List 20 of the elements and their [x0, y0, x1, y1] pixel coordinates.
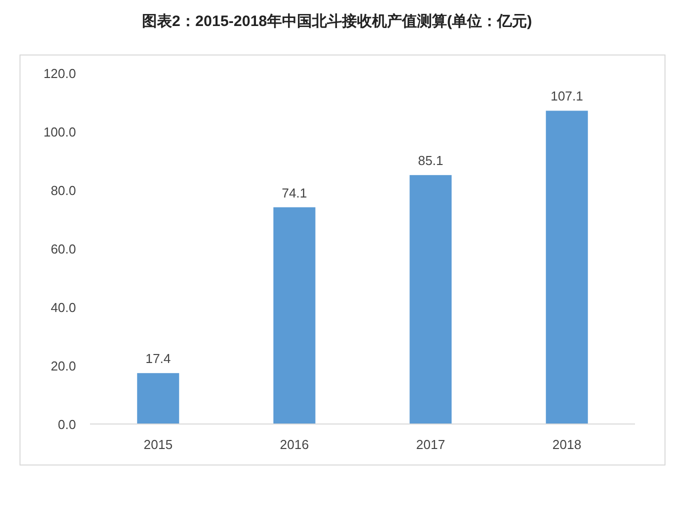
bar	[546, 110, 588, 424]
bar	[273, 207, 316, 424]
data-label: 107.1	[550, 88, 584, 104]
y-tick-label: 100.0	[43, 124, 76, 140]
y-tick-label: 80.0	[50, 183, 76, 198]
y-tick-label: 0.0	[58, 417, 76, 432]
y-tick-label: 60.0	[50, 242, 76, 256]
y-tick-label: 40.0	[50, 300, 76, 315]
x-tick-label: 2016	[280, 437, 309, 452]
bar	[410, 175, 452, 424]
x-tick-label: 2017	[416, 437, 446, 452]
chart-title: 图表2：2015-2018年中国北斗接收机产值测算(单位：亿元)	[142, 13, 532, 30]
bar	[137, 373, 180, 424]
y-tick-label: 20.0	[50, 358, 76, 374]
data-label: 17.4	[145, 351, 171, 366]
data-label: 74.1	[282, 185, 308, 200]
data-label: 85.1	[418, 153, 444, 168]
x-tick-label: 2015	[144, 437, 173, 452]
x-tick-label: 2018	[552, 437, 582, 452]
y-tick-label: 120.0	[43, 66, 76, 81]
